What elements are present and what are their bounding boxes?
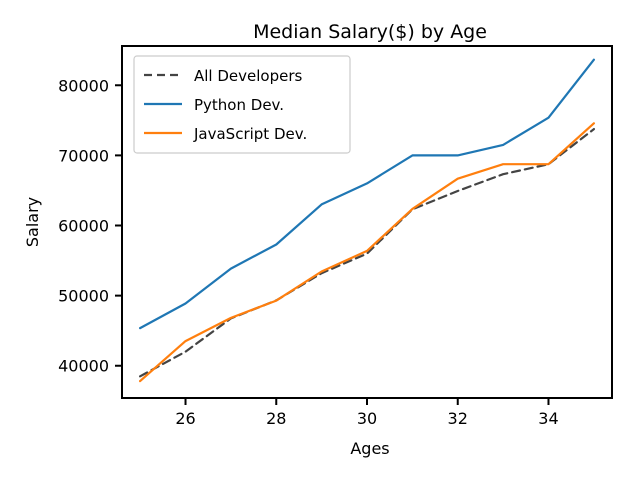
x-axis-ticks: 26 28 30 32 34 — [175, 398, 559, 428]
series-line-2 — [139, 122, 596, 383]
y-tick-label: 70000 — [58, 146, 109, 165]
legend-box — [133, 55, 351, 154]
x-tick-label: 34 — [538, 409, 558, 428]
x-axis-label: Ages — [350, 439, 389, 458]
legend: All Developers Python Dev. JavaScript Dev. — [133, 55, 351, 154]
x-tick-label: 26 — [175, 409, 195, 428]
x-tick-label: 28 — [266, 409, 286, 428]
y-tick-label: 50000 — [58, 287, 109, 306]
legend-label-2: JavaScript Dev. — [193, 125, 307, 143]
y-tick-label: 40000 — [58, 357, 109, 376]
series-layer — [139, 58, 596, 383]
x-tick-label: 30 — [357, 409, 377, 428]
y-tick-label: 80000 — [58, 76, 109, 95]
legend-label-0: All Developers — [194, 67, 303, 85]
x-tick-label: 32 — [448, 409, 468, 428]
y-axis-label: Salary — [23, 197, 42, 247]
y-axis-ticks: 40000 50000 60000 70000 80000 — [58, 76, 122, 376]
legend-label-1: Python Dev. — [194, 96, 284, 114]
y-tick-label: 60000 — [58, 217, 109, 236]
series-line-1 — [139, 58, 596, 330]
chart-title: Median Salary($) by Age — [253, 21, 487, 43]
series-line-0 — [139, 128, 596, 378]
